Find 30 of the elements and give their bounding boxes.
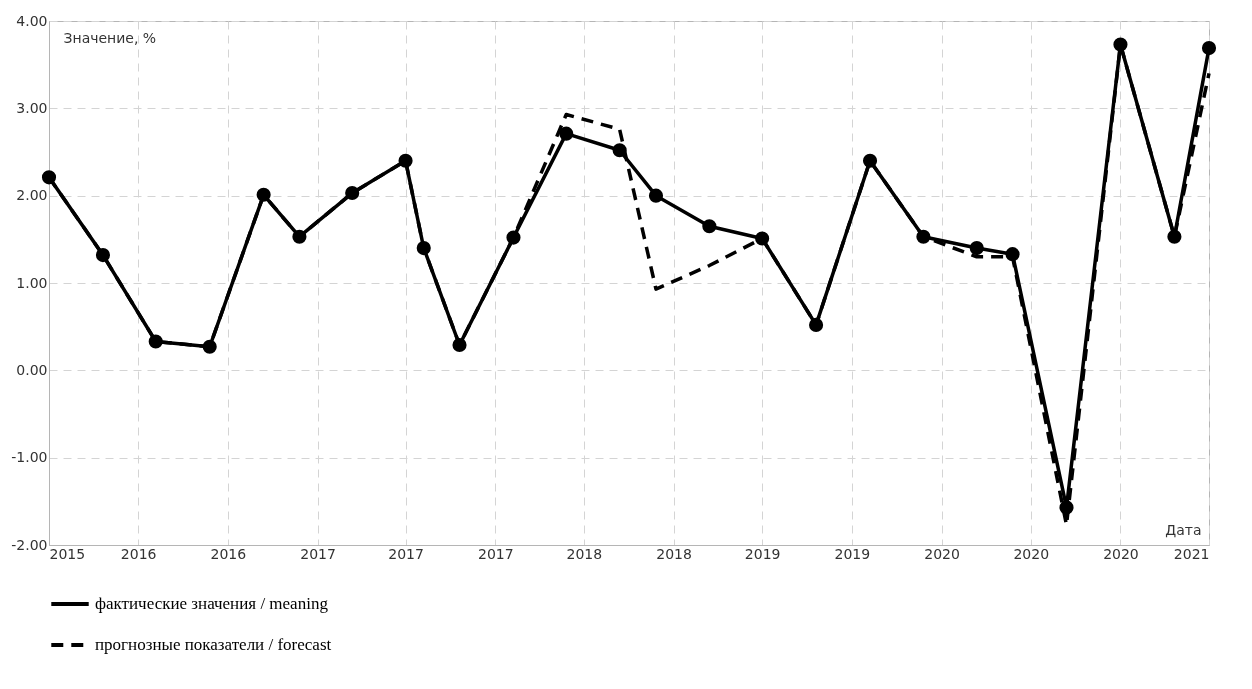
x-tick-label: 2017 (477, 545, 514, 562)
x-tick-label: 2017 (300, 545, 336, 562)
x-axis-title: Дата (1165, 521, 1202, 538)
x-tick-label: 2016 (120, 545, 157, 562)
x-tick-label: 2018 (656, 545, 692, 562)
point (969, 241, 984, 256)
y-axis-title: Значение, % (63, 29, 157, 46)
x-tick-label: 2021 (1173, 545, 1210, 562)
x-tick-label: 2020 (1013, 545, 1050, 562)
legend-label: прогнозные показатели / forecast (95, 635, 332, 654)
x-tick-label: 2017 (388, 545, 424, 562)
y-tick-label: -1.00 (11, 449, 48, 466)
x-tick-label: 2019 (744, 545, 781, 562)
x-tick-label: 2018 (566, 545, 603, 562)
y-tick-label: 3.00 (16, 99, 48, 116)
x-tick-label: 2019 (834, 545, 871, 562)
point (702, 219, 717, 234)
x-tick-label: 2015 (49, 545, 86, 562)
point (648, 188, 664, 203)
legend-label: фактические значения / meaning (95, 594, 329, 613)
y-tick-label: 0.00 (16, 361, 48, 378)
x-tick-label: 2016 (210, 545, 247, 562)
point (559, 126, 574, 141)
point (1201, 41, 1217, 56)
y-tick-label: 4.00 (16, 12, 48, 29)
x-tick-label: 2020 (924, 545, 960, 562)
y-tick-label: 2.00 (16, 187, 48, 204)
y-tick-label: 1.00 (16, 274, 48, 291)
x-tick-label: 2020 (1103, 545, 1139, 562)
y-tick-label: -2.00 (11, 536, 48, 553)
